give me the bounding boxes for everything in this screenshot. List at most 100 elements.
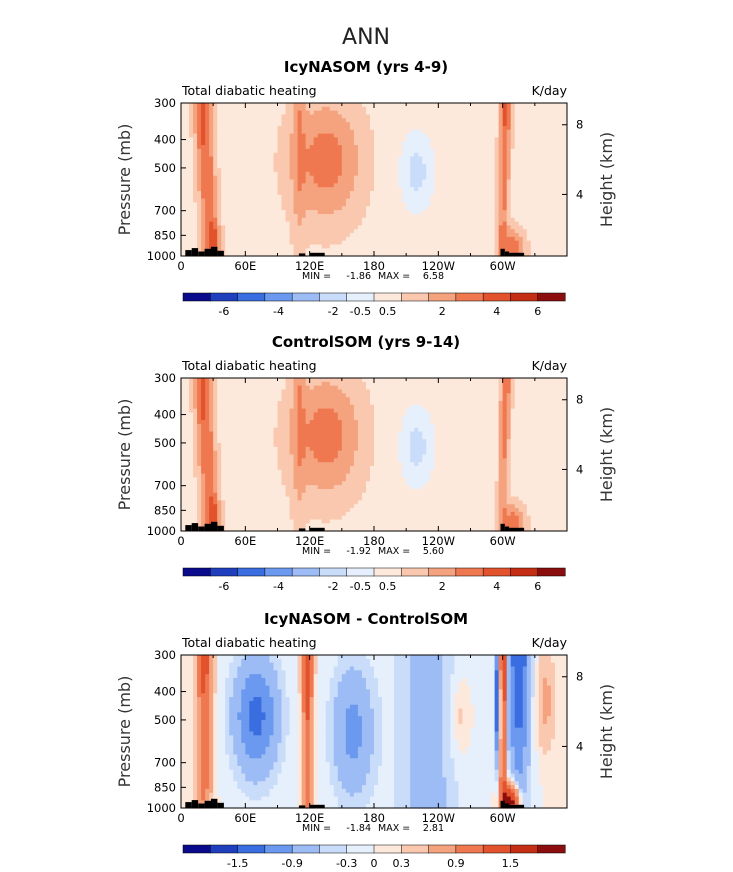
heatmap-cell <box>197 485 202 490</box>
heatmap-cell <box>398 210 403 215</box>
heatmap-cell <box>526 187 532 192</box>
heatmap-cell <box>281 504 287 509</box>
heatmap-cell <box>337 125 343 131</box>
heatmap-cell <box>502 198 508 204</box>
heatmap-cell <box>337 244 343 249</box>
heatmap-cell <box>329 137 335 142</box>
heatmap-cell <box>249 152 254 158</box>
heatmap-cell <box>317 229 323 234</box>
heatmap-cell <box>418 229 423 234</box>
heatmap-cell <box>181 145 186 150</box>
heatmap-cell <box>189 141 194 146</box>
heatmap-cell <box>197 450 202 456</box>
heatmap-cell <box>253 439 258 444</box>
heatmap-cell <box>538 229 544 234</box>
heatmap-cell <box>249 469 254 475</box>
heatmap-cell <box>490 217 496 223</box>
heatmap-cell <box>309 122 315 127</box>
heatmap-cell <box>378 145 383 150</box>
heatmap-cell <box>394 118 399 123</box>
heatmap-cell <box>402 213 407 219</box>
heatmap-cell <box>538 221 544 226</box>
heatmap-cell <box>281 404 287 410</box>
heatmap-cell <box>261 404 267 410</box>
heatmap-cell <box>386 233 391 238</box>
heatmap-cell <box>554 198 560 204</box>
heatmap-cell <box>273 462 279 467</box>
heatmap-cell <box>241 504 246 509</box>
heatmap-cell <box>233 500 238 505</box>
heatmap-cell <box>374 179 379 184</box>
panel-title: IcyNASOM (yrs 4-9) <box>284 58 448 76</box>
heatmap-cell <box>197 400 202 406</box>
heatmap-cell <box>285 213 291 219</box>
heatmap-cell <box>225 221 230 226</box>
heatmap-cell <box>410 248 415 253</box>
heatmap-cell <box>261 511 267 517</box>
heatmap-cell <box>293 103 299 108</box>
heatmap-cell <box>390 137 395 142</box>
heatmap-cell <box>382 156 387 161</box>
heatmap-cell <box>510 160 516 165</box>
heatmap-cell <box>474 171 480 177</box>
heatmap-cell <box>225 179 230 184</box>
heatmap-cell <box>257 477 263 482</box>
heatmap-cell <box>281 492 287 498</box>
heatmap-cell <box>225 504 230 509</box>
heatmap-cell <box>313 145 319 150</box>
heatmap-cell <box>486 179 492 184</box>
heatmap-cell <box>241 443 246 448</box>
heatmap-cell <box>233 504 238 509</box>
heatmap-cell <box>253 171 258 177</box>
heatmap-cell <box>518 148 524 154</box>
heatmap-cell <box>502 210 508 215</box>
heatmap-cell <box>510 129 516 135</box>
heatmap-cell <box>185 141 190 146</box>
heatmap-cell <box>414 225 419 230</box>
heatmap-cell <box>390 141 395 146</box>
heatmap-cell <box>233 423 238 429</box>
heatmap-cell <box>189 477 194 482</box>
heatmap-cell <box>189 485 194 490</box>
heatmap-cell <box>265 400 271 406</box>
heatmap-cell <box>369 183 375 188</box>
heatmap-cell <box>458 156 464 161</box>
heatmap-cell <box>249 156 254 161</box>
heatmap-cell <box>534 137 540 142</box>
heatmap-cell <box>482 171 488 177</box>
heatmap-cell <box>466 202 472 207</box>
heatmap-cell <box>241 431 246 436</box>
heatmap-cell <box>341 156 347 161</box>
heatmap-cell <box>558 187 564 192</box>
heatmap-cell <box>269 454 275 459</box>
heatmap-cell <box>241 408 246 414</box>
heatmap-cell <box>229 446 234 452</box>
heatmap-cell <box>502 244 508 249</box>
heatmap-cell <box>249 168 254 173</box>
heatmap-cell <box>434 122 439 127</box>
heatmap-cell <box>201 106 206 112</box>
heatmap-cell <box>410 175 415 181</box>
heatmap-cell <box>510 194 516 200</box>
heatmap-cell <box>398 168 403 173</box>
heatmap-cell <box>506 171 512 177</box>
heatmap-cell <box>197 389 202 394</box>
heatmap-cell <box>301 210 307 215</box>
heatmap-cell <box>229 385 234 391</box>
heatmap-cell <box>265 210 271 215</box>
heatmap-cell <box>506 164 512 169</box>
heatmap-cell <box>309 133 315 139</box>
heatmap-cell <box>329 187 335 192</box>
heatmap-cell <box>462 164 468 169</box>
heatmap-cell <box>277 389 283 394</box>
heatmap-cell <box>357 202 363 207</box>
heatmap-cell <box>241 206 246 211</box>
heatmap-cell <box>185 137 190 142</box>
colorbar-label: -0.5 <box>350 305 371 318</box>
heatmap-cell <box>418 137 423 142</box>
heatmap-cell <box>249 427 254 433</box>
heatmap-cell <box>181 221 186 226</box>
heatmap-cell <box>349 225 355 230</box>
heatmap-cell <box>554 213 560 219</box>
heatmap-cell <box>305 206 311 211</box>
